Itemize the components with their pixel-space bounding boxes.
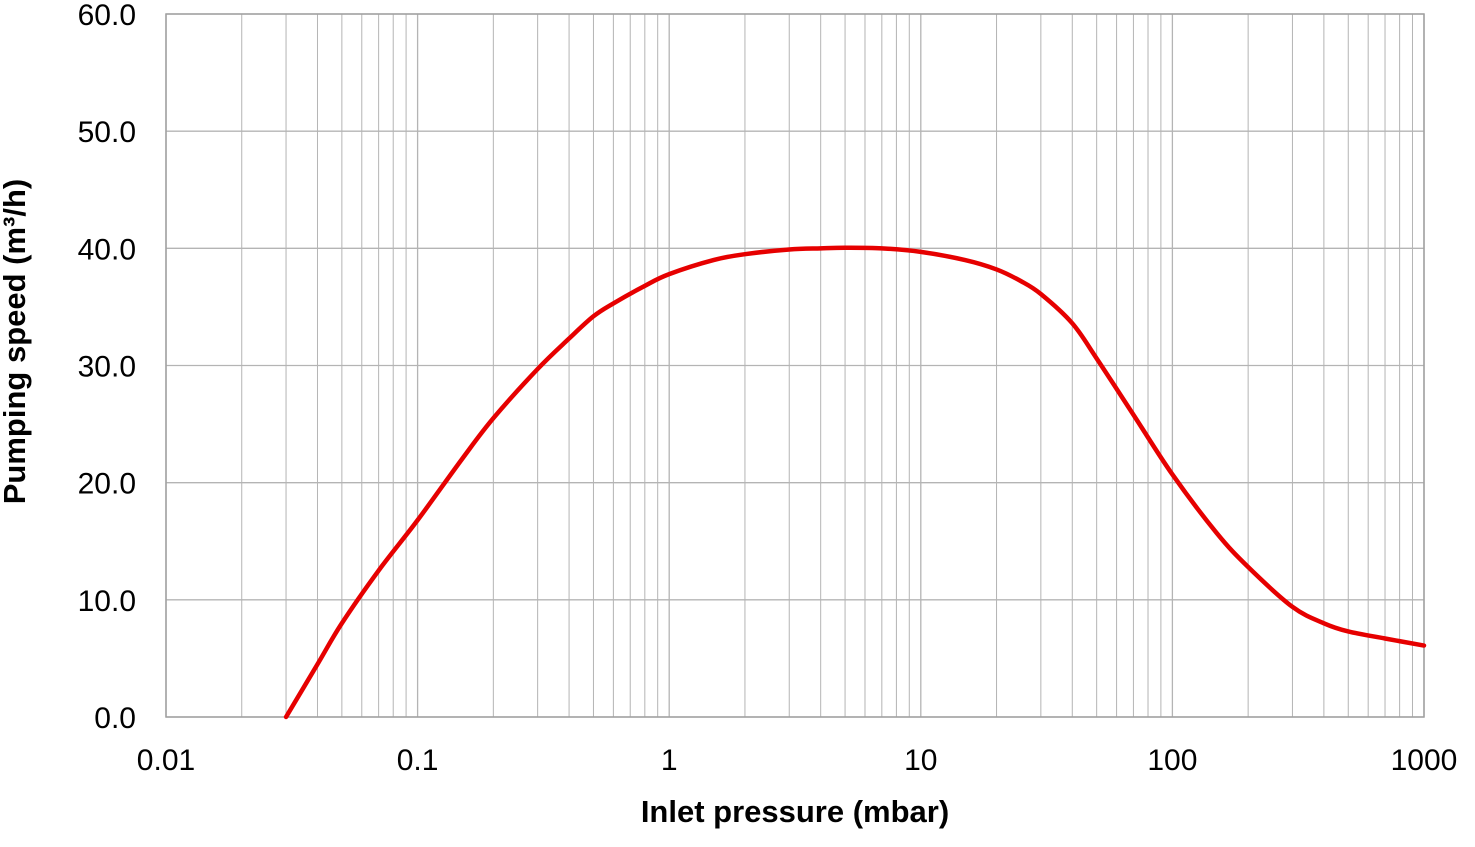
plot-area-frame	[165, 13, 1425, 718]
x-tick-label: 1000	[1391, 744, 1458, 777]
x-tick-label: 1	[661, 744, 678, 777]
x-axis-title: Inlet pressure (mbar)	[641, 794, 949, 829]
pumping-speed-line	[283, 245, 1427, 720]
y-tick-label: 10.0	[78, 585, 136, 618]
y-tick-label: 40.0	[78, 233, 136, 266]
major-gridlines	[165, 13, 1425, 718]
y-tick-label: 0.0	[94, 702, 136, 735]
y-tick-label: 30.0	[78, 351, 136, 384]
y-tick-label: 20.0	[78, 468, 136, 501]
y-tick-label: 50.0	[78, 116, 136, 149]
y-tick-label: 60.0	[78, 0, 136, 32]
x-tick-label: 0.1	[397, 744, 439, 777]
x-tick-label: 0.01	[137, 744, 195, 777]
y-axis-title: Pumping speed (m³/h)	[0, 179, 32, 505]
x-tick-label: 100	[1147, 744, 1197, 777]
y-axis-tick-labels: 0.0 10.0 20.0 30.0 40.0 50.0 60.0	[78, 0, 136, 735]
x-tick-label: 10	[904, 744, 937, 777]
x-axis-tick-labels: 0.01 0.1 1 10 100 1000	[137, 744, 1458, 777]
